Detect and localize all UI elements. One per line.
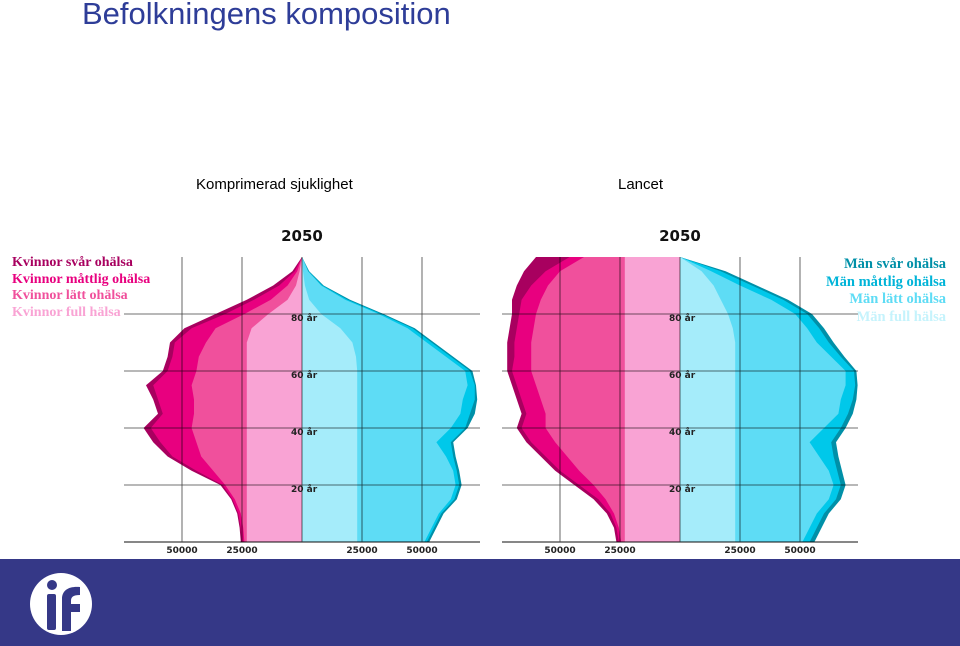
population-pyramid-compressed-morbidity: 2050 20 år 40 år 60 år 80 år 50000 25000 25000 5… bbox=[124, 227, 480, 556]
x-tick-label: 25000 bbox=[226, 546, 257, 556]
legend-women-full: Kvinnor full hälsa bbox=[12, 304, 121, 320]
pyramid-area-kvinnor-full-hälsa bbox=[246, 257, 302, 542]
age-label: 80 år bbox=[669, 313, 696, 324]
age-label: 20 år bbox=[669, 484, 696, 495]
x-tick-label: 50000 bbox=[784, 546, 815, 556]
age-label: 40 år bbox=[669, 427, 696, 438]
subtitle-compressed-morbidity: Komprimerad sjuklighet bbox=[196, 176, 353, 193]
age-label: 60 år bbox=[291, 370, 318, 381]
age-label: 20 år bbox=[291, 484, 318, 495]
x-tick-label: 50000 bbox=[166, 546, 197, 556]
page-title: Befolkningens komposition bbox=[82, 0, 451, 31]
pyramid-grid bbox=[502, 257, 858, 543]
legend-women: Kvinnor svår ohälsa Kvinnor måttlig ohäl… bbox=[12, 255, 150, 321]
legend-men-full: Män full hälsa bbox=[856, 308, 946, 325]
x-tick-label: 50000 bbox=[406, 546, 437, 556]
legend-men-severe: Män svår ohälsa bbox=[843, 256, 946, 272]
footer-bar bbox=[0, 559, 960, 646]
age-label: 60 år bbox=[669, 370, 696, 381]
pyramid-area-män-full-hälsa bbox=[302, 257, 358, 542]
x-tick-label: 25000 bbox=[346, 546, 377, 556]
organization-logo-icon bbox=[30, 573, 92, 635]
legend-men-moderate: Män måttlig ohälsa bbox=[825, 273, 946, 290]
x-tick-label: 50000 bbox=[544, 546, 575, 556]
age-label: 40 år bbox=[291, 427, 318, 438]
subtitle-lancet: Lancet bbox=[618, 176, 664, 193]
legend-women-severe: Kvinnor svår ohälsa bbox=[12, 255, 133, 270]
population-pyramid-lancet: 2050 20 år 40 år 60 år 80 år 50000 25000 25000 5… bbox=[502, 227, 858, 556]
pyramid-title: 2050 bbox=[281, 227, 323, 245]
legend-men-mild: Män lätt ohälsa bbox=[849, 291, 946, 307]
x-tick-label: 25000 bbox=[604, 546, 635, 556]
age-label: 80 år bbox=[291, 313, 318, 324]
legend-men: Män svår ohälsa Män måttlig ohälsa Män l… bbox=[826, 256, 946, 326]
legend-women-mild: Kvinnor lätt ohälsa bbox=[12, 288, 128, 303]
legend-women-moderate: Kvinnor måttlig ohälsa bbox=[12, 271, 151, 287]
pyramid-title: 2050 bbox=[659, 227, 701, 245]
pyramid-area-kvinnor-full-hälsa bbox=[624, 257, 680, 542]
x-tick-label: 25000 bbox=[724, 546, 755, 556]
pyramid-grid bbox=[124, 257, 480, 543]
pyramid-area-män-full-hälsa bbox=[680, 257, 736, 542]
